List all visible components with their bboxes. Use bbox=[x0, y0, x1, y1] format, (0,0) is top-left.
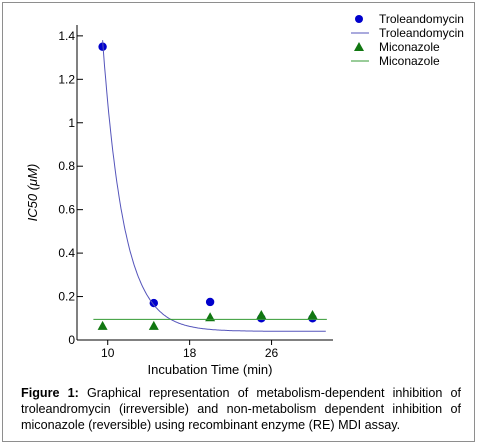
x-tick-label: 10 bbox=[101, 346, 115, 360]
y-tick-label: 1.4 bbox=[58, 29, 75, 43]
y-tick-label: 1 bbox=[68, 116, 75, 130]
legend-label: Troleandomycin bbox=[379, 26, 464, 40]
x-axis-title: Incubation Time (min) bbox=[148, 362, 273, 377]
miconazole-point bbox=[148, 320, 159, 330]
y-axis-title: IC50 (μM) bbox=[25, 164, 40, 222]
legend-label: Miconazole bbox=[379, 54, 440, 68]
x-tick-label: 26 bbox=[265, 346, 279, 360]
ic50-chart: 0 0.2 0.4 0.6 0.8 1 1.2 1.4 10 18 26 Incubation Tim… bbox=[25, 12, 464, 377]
legend-label: Troleandomycin bbox=[379, 12, 464, 26]
y-tick-label: 0 bbox=[68, 333, 75, 347]
legend-triangle-marker bbox=[354, 42, 364, 51]
y-tick-label: 0.8 bbox=[58, 159, 75, 173]
caption-text: Graphical representation of metabolism-d… bbox=[21, 386, 461, 432]
legend-label: Miconazole bbox=[379, 40, 440, 54]
x-tick-label: 18 bbox=[183, 346, 197, 360]
y-tick-label: 0.6 bbox=[58, 203, 75, 217]
troleandomycin-point bbox=[205, 297, 215, 307]
caption-label: Figure 1: bbox=[21, 386, 79, 400]
figure-panel: 0 0.2 0.4 0.6 0.8 1 1.2 1.4 10 18 26 Incubation Tim… bbox=[2, 2, 475, 442]
troleandomycin-point bbox=[149, 298, 158, 308]
y-tick-label: 0.2 bbox=[58, 290, 75, 304]
y-tick-label: 1.2 bbox=[58, 72, 75, 86]
legend-circle-marker bbox=[355, 15, 363, 23]
troleandomycin-fit-line bbox=[102, 40, 326, 332]
miconazole-point bbox=[307, 310, 318, 320]
miconazole-point bbox=[97, 320, 108, 330]
y-tick-label: 0.4 bbox=[58, 246, 75, 260]
figure-caption: Figure 1: Graphical representation of me… bbox=[21, 385, 461, 433]
miconazole-point bbox=[256, 310, 267, 320]
